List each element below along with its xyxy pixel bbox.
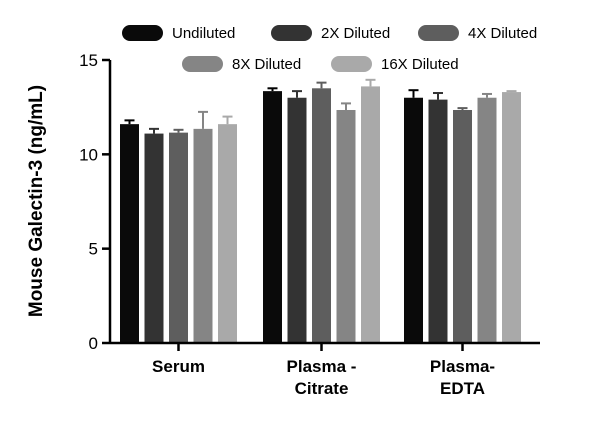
legend-swatch: [271, 25, 312, 41]
error-bars: [124, 78, 517, 134]
bar: [120, 124, 139, 343]
legend-label: 16X Diluted: [381, 56, 459, 73]
legend: Undiluted 2X Diluted 4X Diluted 8X Diluted 1…: [122, 25, 537, 73]
legend-label: 8X Diluted: [232, 56, 301, 73]
y-tick-label: 15: [79, 51, 98, 70]
legend-swatch: [182, 56, 223, 72]
x-tick-label-line: Plasma-: [430, 357, 495, 376]
legend-swatch: [418, 25, 459, 41]
x-tick-label: Plasma - Citrate: [287, 357, 357, 398]
x-tick-labels: Serum Plasma - Citrate Plasma- EDTA: [152, 343, 495, 398]
bar: [193, 128, 213, 343]
bar: [453, 109, 472, 343]
y-ticks: 0 5 10 15: [79, 51, 110, 353]
y-axis-title: Mouse Galectin-3 (ng/mL): [26, 85, 47, 317]
x-tick-label-line: Citrate: [295, 379, 349, 398]
x-tick-label-line: EDTA: [440, 379, 485, 398]
bar: [144, 133, 164, 343]
legend-swatch: [331, 56, 372, 72]
bar: [502, 92, 521, 343]
bars: [120, 86, 521, 344]
bar: [336, 109, 356, 343]
bar: [218, 124, 237, 343]
legend-label: 2X Diluted: [321, 25, 390, 42]
y-tick-label: 10: [79, 145, 98, 164]
legend-swatch: [122, 25, 163, 41]
x-tick-label: Plasma- EDTA: [430, 357, 495, 398]
legend-label: 4X Diluted: [468, 25, 537, 42]
x-tick-label: Serum: [152, 357, 205, 376]
bar: [477, 97, 497, 343]
y-tick-label: 0: [89, 334, 98, 353]
x-tick-label-line: Plasma -: [287, 357, 357, 376]
bar: [169, 132, 188, 343]
bar: [312, 88, 331, 343]
bar: [361, 86, 380, 343]
bar: [428, 99, 448, 344]
bar: [287, 97, 307, 343]
y-tick-label: 5: [89, 240, 98, 259]
bar: [404, 97, 423, 343]
x-tick-label-line: Serum: [152, 357, 205, 376]
legend-label: Undiluted: [172, 25, 235, 42]
axes: [108, 60, 540, 345]
bar: [263, 91, 282, 343]
